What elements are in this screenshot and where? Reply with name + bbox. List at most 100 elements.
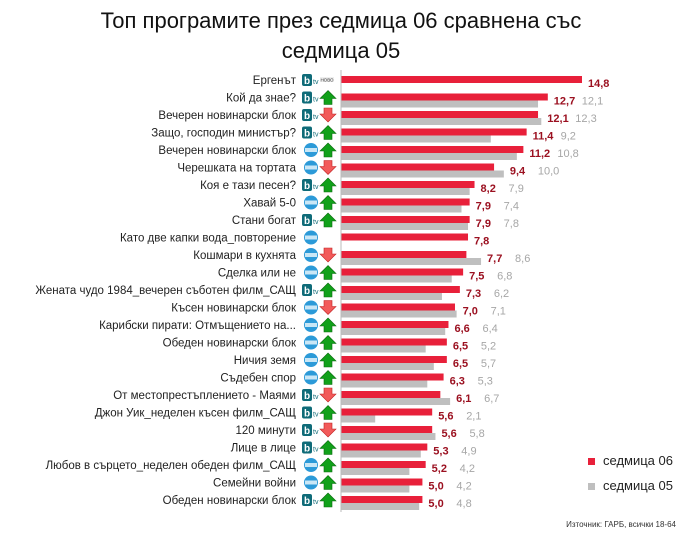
bar-week05 (341, 363, 434, 370)
bar-week05 (341, 170, 504, 178)
value-label-week05: 6,4 (482, 323, 497, 335)
btv-logo-b: b (304, 129, 310, 140)
value-label-week05: 12,1 (582, 96, 603, 108)
legend-swatch-week06 (588, 458, 595, 466)
arrow-up-icon (319, 370, 337, 385)
arrow-up-icon (319, 405, 337, 420)
value-label-week05: 4,8 (456, 498, 471, 510)
value-label-week05: 8,6 (515, 253, 530, 265)
arrow-up-icon (319, 475, 337, 490)
value-label-week05: 4,2 (456, 481, 471, 493)
value-label-week06: 14,8 (588, 78, 609, 90)
bar-week06 (341, 443, 428, 451)
value-label-week06: 11,4 (533, 131, 555, 143)
btv-logo-b: b (304, 391, 310, 402)
nova-logo-band (305, 340, 317, 345)
bar-row: Ничия земя 6,5 5,7 (234, 352, 496, 370)
arrow-up-icon (319, 125, 337, 140)
bar-week06 (341, 426, 433, 433)
arrow-down-icon (319, 160, 337, 175)
btv-logo-b: b (304, 94, 310, 105)
value-label-week06: 6,5 (453, 358, 468, 370)
category-label: Вечерен новинарски блок (158, 110, 297, 122)
value-label-week06: 7,9 (476, 218, 491, 230)
value-label-week05: 5,3 (478, 376, 493, 388)
bar-week06 (341, 76, 582, 83)
category-label: Джон Уик_неделен късен филм_САЩ (95, 408, 296, 420)
legend-label: седмица 05 (603, 478, 673, 493)
value-label-week06: 5,6 (441, 428, 456, 440)
bar-week05 (341, 468, 410, 475)
value-label-week06: 7,9 (476, 201, 491, 213)
bar-row: Черешката на тортата 9,4 10,0 (177, 160, 559, 178)
bar-week06 (341, 461, 426, 468)
bar-week06 (341, 163, 495, 171)
nova-logo-band (305, 270, 317, 275)
category-label: Ничия земя (234, 355, 296, 367)
btv-logo-icon (302, 126, 312, 139)
bar-week05 (341, 135, 491, 143)
bar-week06 (341, 321, 449, 328)
category-label: Сделка или не (218, 268, 296, 280)
value-label-week06: 6,1 (456, 393, 471, 405)
bar-week06 (341, 198, 470, 206)
bar-row: От местопрестъплението - Маями b tv 6,1 6,7 (113, 387, 499, 405)
arrow-up-icon (319, 90, 337, 105)
legend-item-week06: седмица 06 (588, 453, 673, 468)
bar-week05 (341, 258, 482, 265)
bar-row: Защо, господин министър? b tv 11,4 9,2 (151, 125, 576, 143)
value-label-week05: 7,1 (491, 306, 506, 318)
value-label-week06: 5,2 (432, 463, 447, 475)
category-label: От местопрестъплението - Маями (113, 390, 296, 402)
bar-week05 (341, 100, 539, 108)
bar-week05 (341, 380, 428, 388)
title-line-1: Топ програмите през седмица 06 сравнена … (100, 8, 582, 33)
bar-row: Джон Уик_неделен късен филм_САЩ b tv 5,6 2,1 (95, 405, 481, 423)
bar-row: Жената чудо 1984_вечерен съботен филм_СА… (35, 282, 509, 300)
bar-week05 (341, 275, 452, 283)
nova-logo-band (305, 323, 317, 327)
bar-week05 (341, 293, 442, 300)
category-label: Обеден новинарски блок (163, 338, 297, 350)
bar-row: Семейни войни 5,0 4,2 (213, 475, 472, 493)
category-label: Ергенът (253, 75, 297, 87)
arrow-up-icon (319, 317, 337, 333)
value-label-week06: 6,5 (453, 341, 468, 353)
nova-logo-band (305, 165, 317, 170)
bar-week06 (341, 338, 447, 346)
value-label-week06: 5,6 (438, 411, 453, 423)
bar-row: Хавай 5-0 7,9 7,4 (243, 195, 519, 213)
btv-logo-icon (302, 109, 312, 121)
value-label-week05: 7,4 (504, 201, 519, 213)
arrow-up-icon (319, 282, 337, 298)
arrow-down-icon (319, 247, 337, 263)
bar-week05 (341, 450, 421, 458)
btv-logo-b: b (304, 444, 310, 455)
bar-row: Съдебен спор 6,3 5,3 (220, 370, 493, 388)
arrow-up-icon (319, 440, 337, 455)
btv-logo-tv: tv (313, 97, 319, 104)
bar-week06 (341, 303, 455, 311)
btv-logo-tv: tv (313, 394, 319, 401)
btv-logo-icon (302, 441, 312, 454)
bar-week05 (341, 433, 436, 440)
bar-week05 (341, 153, 517, 160)
btv-logo-icon (302, 284, 312, 296)
bar-week06 (341, 146, 524, 153)
category-label: Семейни войни (213, 478, 296, 490)
value-label-week06: 5,0 (428, 498, 443, 510)
bar-week06 (341, 356, 447, 363)
bar-week06 (341, 181, 475, 188)
arrow-up-icon (319, 212, 337, 228)
value-label-week05: 10,0 (538, 166, 559, 178)
arrow-up-icon (319, 177, 337, 193)
bar-week06 (341, 128, 527, 136)
nova-logo-band (305, 253, 317, 257)
value-label-week06: 5,3 (433, 446, 448, 458)
btv-logo-icon (302, 214, 312, 226)
legend-label: седмица 06 (603, 453, 673, 468)
arrow-down-icon (319, 387, 337, 403)
btv-logo-b: b (304, 76, 310, 87)
category-label: Карибски пирати: Отмъщението на... (99, 320, 296, 332)
